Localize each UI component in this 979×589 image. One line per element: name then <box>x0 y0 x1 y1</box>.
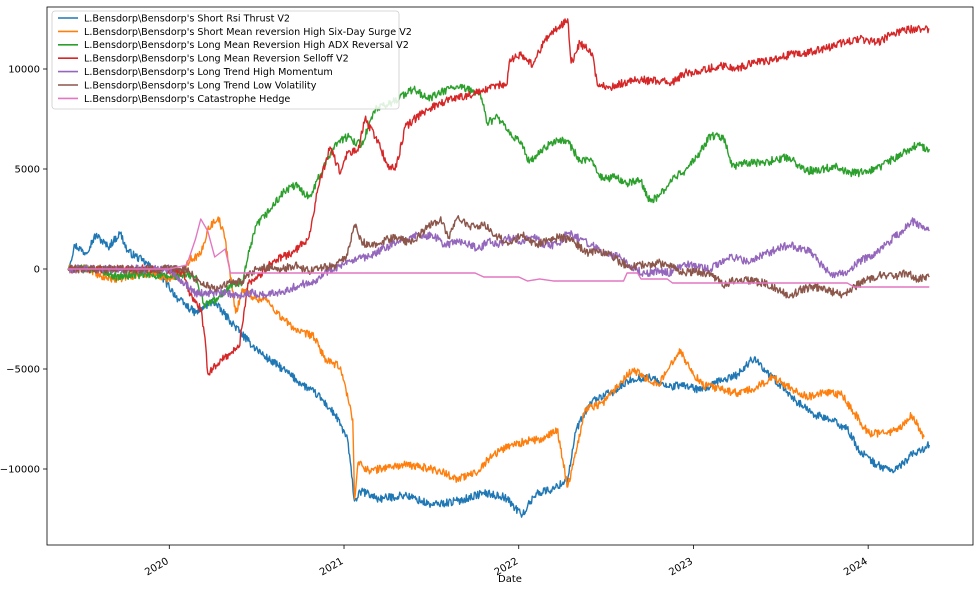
x-tick-label: 2024 <box>842 556 870 578</box>
x-tick-label: 2020 <box>143 556 171 578</box>
series-line-7 <box>67 218 930 288</box>
x-tick-label: 2021 <box>318 556 346 578</box>
legend-label-5: L.Bensdorp\Bensdorp's Long Trend High Mo… <box>84 67 333 78</box>
legend-box <box>51 10 400 110</box>
legend: L.Bensdorp\Bensdorp's Short Rsi Thrust V… <box>51 10 412 110</box>
legend-label-1: L.Bensdorp\Bensdorp's Short Rsi Thrust V… <box>84 13 290 24</box>
y-tick-label: −5000 <box>6 365 40 376</box>
legend-label-7: L.Bensdorp\Bensdorp's Catastrophe Hedge <box>84 94 290 105</box>
x-axis-label: Date <box>498 574 522 585</box>
y-tick-label: −10000 <box>0 465 40 476</box>
series-line-3 <box>67 83 930 309</box>
y-tick-label: 10000 <box>8 65 40 76</box>
y-tick-label: 0 <box>34 265 40 276</box>
y-tick-label: 5000 <box>15 165 40 176</box>
legend-label-3: L.Bensdorp\Bensdorp's Long Mean Reversio… <box>84 40 409 51</box>
y-axis: 10000 5000 0 −5000 −10000 <box>0 65 47 476</box>
legend-label-2: L.Bensdorp\Bensdorp's Short Mean reversi… <box>84 27 412 38</box>
x-tick-label: 2023 <box>667 556 695 578</box>
plot-frame <box>46 6 974 546</box>
series-line-5 <box>67 217 930 300</box>
series-line-6 <box>67 215 930 299</box>
series-line-4 <box>67 18 930 376</box>
legend-label-6: L.Bensdorp\Bensdorp's Long Trend Low Vol… <box>84 80 317 91</box>
series-line-2 <box>67 216 925 500</box>
series-layer <box>67 18 930 518</box>
legend-label-4: L.Bensdorp\Bensdorp's Long Mean Reversio… <box>84 54 349 65</box>
